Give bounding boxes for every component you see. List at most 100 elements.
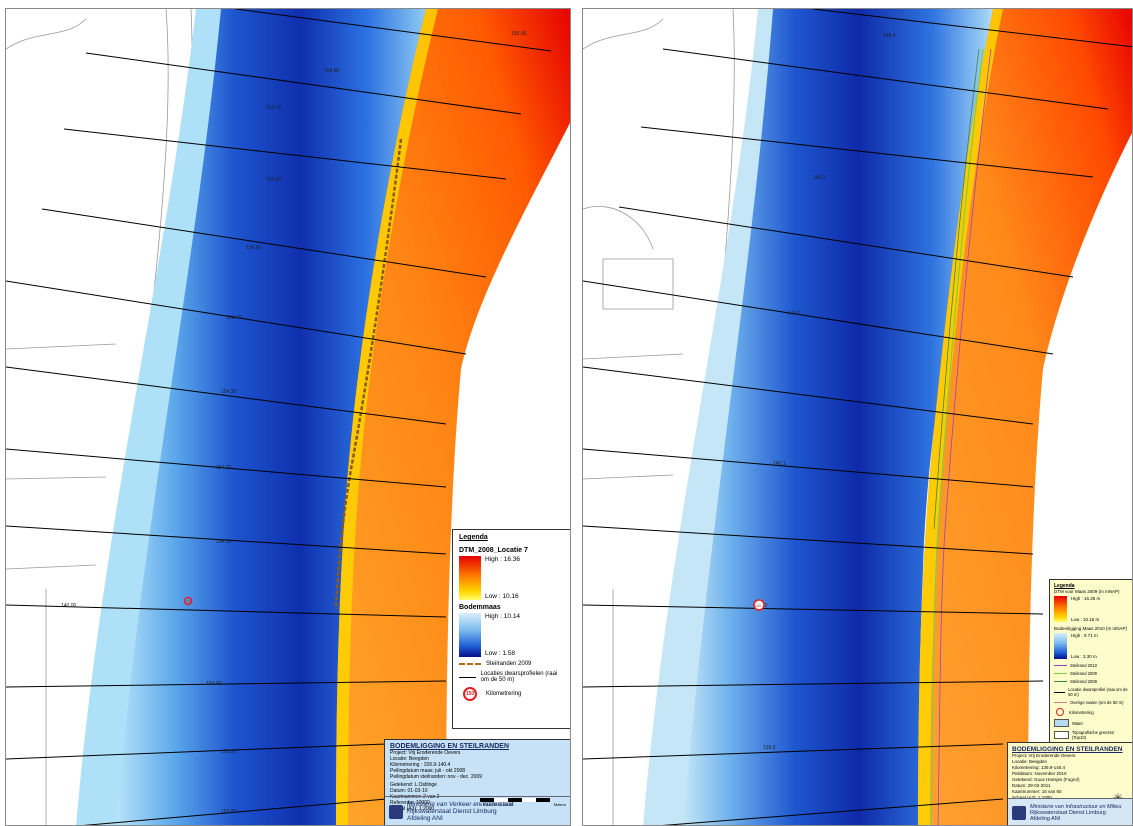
legend-item-label: Steilranden 2009 (486, 661, 532, 667)
tb-datum: Datum: 28-02-2011 (1012, 783, 1051, 788)
profile-label: 154.70 (266, 105, 282, 111)
tb-getekend: Getekend: L.Ostlinge (390, 782, 437, 788)
legend-item-label: Steilrand 2010 (1070, 663, 1098, 668)
tb-kaart: Kaartnummer: 2 van 2 (390, 794, 440, 800)
legend-layer1-low: Low : 10.16 m (1071, 617, 1100, 622)
legend-item-label: Locatie dwarsprofiel (raai om de 50 m) (1068, 687, 1128, 697)
legend-layer1-low: Low : 10.16 (485, 593, 519, 600)
legend-item-label: Kilometrering (1069, 709, 1094, 715)
tb-datum: Datum: 01-03-10 (390, 788, 428, 794)
tb-peil: Peildatum: November 2010 (1012, 771, 1067, 776)
color-ramp-cool (459, 613, 481, 657)
ministry-afdeling: Afdeling ANI (407, 815, 443, 822)
water-swatch-icon (1054, 719, 1069, 727)
legend-layer2-title: Bodemligging Maas 2010 (m mNAP) (1054, 626, 1128, 631)
legend-ramp-dtm: High : 16.36 m Low : 10.16 m (1054, 596, 1129, 622)
color-ramp-cool (1054, 633, 1067, 659)
bank-edge-yellow (918, 9, 1003, 825)
tb-getekend: Getekend: Guus Hansjes (Fugro/) (1012, 777, 1080, 782)
topo-swatch-icon (1054, 731, 1069, 739)
legend-title: Legenda (459, 534, 488, 541)
line-icon (1054, 702, 1067, 703)
legend-layer1-title: DTM_2008_Locatie 7 (459, 547, 528, 554)
steilrand-2009-line (334, 138, 403, 610)
legend-item-steilrand-2009: Steilrand 2009 (1054, 671, 1129, 676)
profile-labels: 155.00 154.80 154.70 154.60 154.50 154.4… (61, 31, 527, 815)
legend-layer2-low: Low : 3.30 m (1071, 654, 1097, 659)
legend-item-label: Locaties dwarsprofielen (raai om de 50 m… (480, 671, 558, 683)
profile-label: 154.10 (216, 539, 232, 545)
color-ramp-warm (1054, 596, 1067, 622)
legend-layer1-high: High : 16.36 (485, 556, 521, 563)
map-panel-left: 155.00 154.80 154.70 154.60 154.50 154.4… (5, 8, 571, 826)
legend-layer2-high: High : 9.71 m (1071, 633, 1098, 638)
tb-km: Kilometrering: 139.9-140.4 (1012, 765, 1066, 770)
steilrand-2010-line (937, 48, 992, 825)
legend-layer2-low: Low : 1.58 (485, 650, 515, 657)
ministry-dienst: Rijkswaterstaat Dienst Limburg (407, 808, 497, 815)
profile-label: 140.4 (883, 33, 896, 39)
color-ramp-warm (459, 556, 481, 600)
legend-item-steilrand-2010: Steilrand 2010 (1054, 663, 1129, 668)
line-icon (1054, 673, 1067, 674)
legend-left: Legenda DTM_2008_Locatie 7 High : 16.36 … (452, 529, 570, 729)
km-marker-label: 150 (185, 600, 191, 604)
legend-item-other: Overige raaien (om de 50 m) (1054, 700, 1129, 705)
title-block-left: BODEMLIGGING EN STEILRANDEN Project: Vri… (384, 739, 570, 825)
legend-item-label: Overige raaien (om de 50 m) (1070, 700, 1124, 705)
ministry-name: Ministerie van Infrastructuur en Milieu (1030, 803, 1122, 810)
profile-label: 140.3 (813, 175, 826, 181)
ministry-block: Ministerie van Verkeer en Waterstaat Rij… (385, 796, 570, 825)
legend-item-km: Kilometrering (1054, 708, 1129, 716)
legend-item-km: 150 Kilometrering (459, 687, 565, 701)
tb-peil-steil: Peilingdatum steilranden: nov - dec. 200… (390, 774, 483, 780)
line-icon (1054, 665, 1067, 666)
tb-kaart: Kaartnummer: 16 van 60 (1012, 789, 1062, 794)
legend-item-label: Steilrand 2009 (1070, 671, 1098, 676)
line-icon (1054, 681, 1067, 682)
legend-title: Legenda (1054, 583, 1075, 589)
legend-layer2-title: Bodemmaas (459, 604, 501, 611)
tb-project: Project: Vrij Eroderende Oevers (390, 750, 461, 756)
tb-referentie: Referentie: 10000 (390, 800, 430, 806)
profile-label: 154.00 (206, 681, 222, 687)
line-icon (459, 676, 476, 678)
ministry-dienst: Rijkswaterstaat Dienst Limburg (1030, 809, 1106, 816)
scale-ticks: 0 5 10 20 30 40 50 (480, 802, 514, 807)
title-block-right: BODEMLIGGING EN STEILRANDEN Project: Vri… (1007, 742, 1132, 825)
km-marker: 140 (753, 599, 765, 611)
tb-schaal: Schaal (A3): 1:1000 (1012, 795, 1129, 801)
scale-bar (480, 798, 550, 802)
legend-ramp-dtm: High : 16.36 Low : 10.16 (459, 556, 565, 600)
legend-item-label: Kilometrering (486, 691, 522, 697)
scale-unit: Meters (553, 802, 566, 807)
profile-label: 153.90 (221, 749, 237, 755)
steilrand-lines (930, 48, 984, 825)
tb-km: Kilometrering : 159.9-140.4 (390, 762, 451, 768)
legend-layer1-high: High : 16.36 m (1071, 596, 1101, 601)
ministry-block: Ministerie van Infrastructuur en Milieu … (1008, 798, 1132, 825)
crest-icon (389, 804, 403, 819)
steilrand-2008-line (933, 48, 980, 530)
km-badge-icon: 150 (463, 687, 477, 701)
legend-item-steilranden: Steilranden 2009 (459, 661, 565, 667)
legend-ramp-bodem: High : 10.14 Low : 1.58 (459, 613, 565, 657)
profile-label: 155.00 (511, 31, 527, 37)
legend-item-label: Steilrand 2008 (1070, 679, 1098, 684)
profile-label: 140.1 (773, 461, 786, 467)
legend-item-locaties: Locaties dwarsprofielen (raai om de 50 m… (459, 671, 565, 683)
legend-ramp-bodem: High : 9.71 m Low : 3.30 m (1054, 633, 1129, 659)
profile-label: 154.50 (246, 245, 262, 251)
profile-label: 154.80 (324, 68, 340, 74)
km-marker-label: 140 (755, 604, 761, 608)
profile-label: 154.40 (226, 315, 242, 321)
profile-label: 154.30 (221, 389, 237, 395)
legend-right: Legenda DTM voor Maas 2009 (m mNAP) High… (1049, 579, 1132, 743)
floodplain-dtm (918, 9, 1132, 825)
profile-label: 153.80 (221, 809, 237, 815)
profile-lines (6, 9, 552, 825)
legend-layer2-high: High : 10.14 (485, 613, 521, 620)
riverbed-channel (116, 9, 451, 825)
tb-project: Project: Vrij Eroderende Oevers (1012, 753, 1076, 758)
legend-item-label: Water (1072, 720, 1084, 726)
